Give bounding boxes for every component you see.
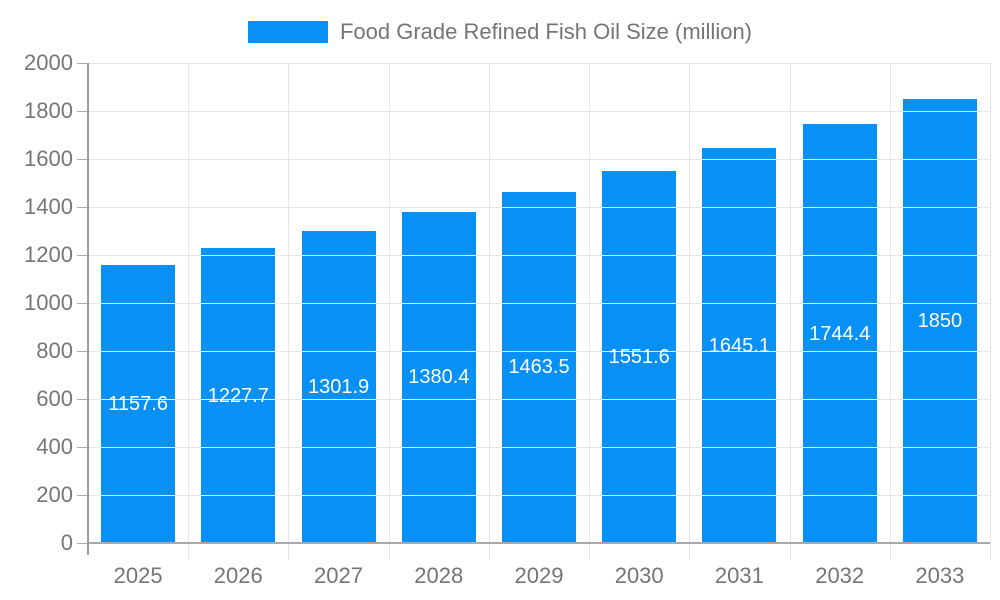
legend-swatch[interactable] (247, 21, 328, 43)
x-axis-label: 2032 (815, 563, 865, 588)
y-axis-tick (77, 399, 88, 400)
y-axis-tick (77, 207, 88, 208)
y-axis-tick (77, 495, 88, 496)
x-axis-label: 2027 (314, 563, 363, 588)
gridline-vertical (389, 63, 390, 560)
bar-2029[interactable] (502, 191, 576, 543)
bar-2032[interactable] (802, 124, 877, 543)
y-axis-label: 800 (36, 338, 73, 363)
gridline-horizontal (88, 447, 990, 448)
gridline-horizontal (88, 399, 990, 400)
x-axis-label: 2026 (213, 563, 263, 588)
y-axis-label: 1800 (24, 98, 73, 123)
x-axis-label: 2033 (915, 563, 965, 588)
y-axis-label: 0 (60, 530, 73, 555)
x-axis-label: 2031 (714, 563, 764, 588)
bar-value-label: 1645.1 (708, 334, 770, 357)
gridline-horizontal (88, 495, 990, 496)
bar-value-label: 1157.6 (108, 393, 168, 416)
gridline-vertical (589, 63, 590, 560)
bar-2030[interactable] (602, 170, 677, 543)
legend-label: Food Grade Refined Fish Oil Size (millio… (339, 19, 753, 44)
y-axis-label: 600 (36, 386, 73, 411)
bar-2027[interactable] (301, 230, 376, 543)
gridline-vertical (890, 63, 891, 560)
bar-value-label: 1744.4 (809, 322, 871, 345)
gridline-horizontal (88, 63, 990, 64)
y-axis-label: 1000 (24, 290, 73, 315)
x-axis-label: 2029 (514, 563, 564, 588)
bar-2031[interactable] (702, 148, 777, 543)
y-axis-tick (77, 447, 88, 448)
gridline-horizontal (88, 351, 990, 352)
y-axis-tick (77, 159, 88, 160)
bar-value-label: 1463.5 (508, 356, 570, 379)
gridline-vertical (188, 63, 189, 560)
bar-2033[interactable] (902, 99, 977, 543)
gridline-vertical (288, 63, 289, 560)
bar-value-label: 1380.4 (408, 366, 470, 389)
y-axis-label: 2000 (24, 50, 73, 75)
y-axis-tick (77, 543, 88, 544)
legend[interactable]: Food Grade Refined Fish Oil Size (millio… (0, 20, 1000, 44)
y-axis-tick (77, 255, 88, 256)
gridline-vertical (489, 63, 490, 560)
gridline-horizontal (88, 303, 990, 304)
gridline-horizontal (88, 111, 990, 112)
x-axis-label: 2028 (414, 563, 464, 588)
gridline-horizontal (88, 255, 990, 256)
gridline-horizontal (88, 207, 990, 208)
y-axis-tick (77, 351, 88, 352)
y-axis-line (87, 63, 89, 555)
y-axis-tick (77, 63, 88, 64)
x-axis-line (88, 542, 990, 544)
gridline-horizontal (88, 159, 990, 160)
y-axis-label: 1400 (24, 194, 73, 219)
x-axis-label: 2025 (113, 563, 163, 588)
bar-value-label: 1551.6 (608, 345, 670, 368)
y-axis-label: 1600 (24, 146, 73, 171)
bar-2025[interactable] (101, 265, 176, 543)
bar-2026[interactable] (201, 248, 276, 543)
y-axis-label: 200 (36, 482, 73, 507)
bar-2028[interactable] (401, 211, 476, 543)
gridline-vertical (790, 63, 791, 560)
gridline-vertical (689, 63, 690, 560)
bar-value-label: 1301.9 (308, 375, 370, 398)
y-axis-label: 400 (36, 434, 73, 459)
bar-value-label: 1227.7 (207, 384, 269, 407)
gridline-vertical (990, 63, 991, 560)
bar-value-label: 1850 (917, 310, 963, 332)
y-axis-tick (77, 111, 88, 112)
y-axis-tick (77, 303, 88, 304)
y-axis-label: 1200 (24, 242, 73, 267)
x-axis-label: 2030 (614, 563, 664, 588)
